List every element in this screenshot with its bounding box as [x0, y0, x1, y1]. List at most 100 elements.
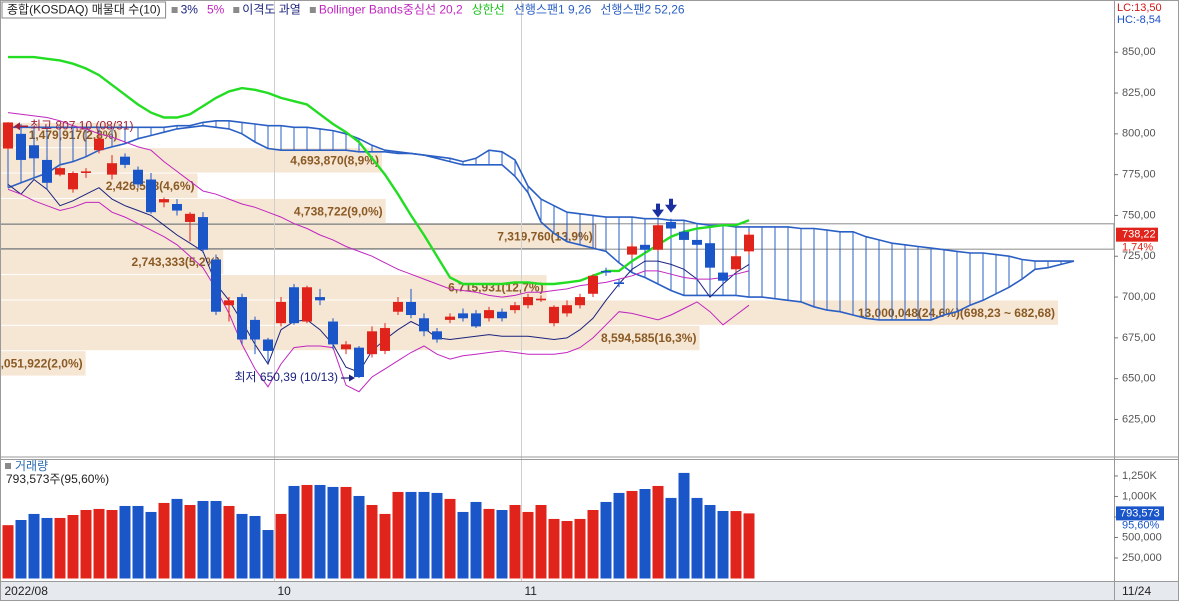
volume-bar	[67, 514, 79, 579]
candle-body	[640, 244, 650, 250]
legend-icon	[5, 463, 11, 469]
y-tick-label: 675,00	[1122, 332, 1156, 344]
chart-title: 종합(KOSDAQ) 매물대 수(10)	[7, 3, 161, 17]
volume-bar	[41, 517, 53, 579]
volume-bar	[561, 520, 573, 579]
candle-body	[315, 297, 325, 301]
y-tick-label: 850,00	[1122, 46, 1156, 58]
candle-body	[133, 169, 143, 185]
candle-body	[367, 331, 377, 355]
volume-bar	[418, 491, 430, 579]
volume-ratio-label: 95,60%	[1122, 519, 1160, 531]
candle-body	[81, 171, 91, 174]
date-axis-corner	[1114, 582, 1179, 601]
change-label: 1,74%	[1122, 242, 1153, 254]
y-tick-label: 625,00	[1122, 413, 1156, 425]
candle-body	[510, 305, 520, 311]
volume-bar	[158, 502, 170, 579]
volume-profile-label: 8,594,585(16,3%)	[601, 331, 696, 345]
candle-body	[276, 301, 286, 324]
annotation-text: 최저 650,39 (10/13)	[235, 370, 338, 384]
y-tick-label: 750,00	[1122, 209, 1156, 221]
annotation-text: 최고 807,10 (08/31)	[30, 118, 133, 132]
volume-bar	[639, 488, 651, 579]
candle-body	[731, 256, 741, 270]
price-marker	[1116, 227, 1158, 242]
volume-bar	[197, 500, 209, 579]
legend-layer: 종합(KOSDAQ) 매물대 수(10) LC:13,50 HC:-8,54 거…	[1, 1, 1162, 598]
candle-body	[406, 301, 416, 316]
volume-bar	[665, 497, 677, 579]
y-tick-label: 775,00	[1122, 169, 1156, 181]
volume-bar	[652, 485, 664, 579]
y-tick-label: 250,000	[1122, 552, 1162, 564]
span-line	[7, 124, 1075, 321]
candle-body	[250, 319, 260, 340]
candle-body	[523, 297, 533, 306]
y-tick-label: 800,00	[1122, 128, 1156, 140]
volume-bar	[444, 498, 456, 579]
volume-profile-bar	[0, 249, 224, 275]
candle-body	[16, 133, 26, 160]
volume-title: 거래량	[15, 459, 48, 473]
volume-bar	[119, 505, 131, 579]
candle-body	[224, 300, 234, 306]
candle-body	[445, 316, 455, 320]
volume-bar	[15, 520, 27, 579]
volume-bar	[327, 486, 339, 579]
candle-body	[588, 275, 598, 294]
candle-body	[120, 156, 130, 165]
volume-bar	[366, 504, 378, 579]
candle-body	[172, 204, 182, 211]
volume-profile-label: 4,693,870(8,9%)	[290, 154, 379, 168]
annotation-arrowhead	[14, 122, 20, 131]
legend-label: 5%	[207, 3, 225, 17]
volume-bar	[275, 513, 287, 579]
candle-body	[328, 321, 338, 345]
candle-body	[3, 122, 13, 149]
volume-bar	[535, 504, 547, 579]
date-axis-band	[0, 582, 1114, 601]
y-tick-label: 1,000K	[1122, 490, 1158, 502]
legend-label: 상한선	[472, 3, 505, 17]
volume-bar	[678, 472, 690, 579]
legend-label: 이격도 과열	[242, 3, 301, 17]
candle-body	[419, 318, 429, 332]
volume-profile-bar	[0, 351, 86, 376]
volume-bar	[145, 511, 157, 579]
volume-bar	[249, 515, 261, 579]
candle-body	[263, 339, 273, 351]
volume-bar	[223, 505, 235, 579]
indicator-line	[7, 178, 750, 373]
volume-bar	[470, 501, 482, 579]
title-box	[1, 1, 167, 19]
volume-bar	[28, 513, 40, 579]
candle-body	[536, 298, 546, 301]
span-line	[8, 120, 1074, 262]
volume-profile-label: 1,051,922(2,0%)	[0, 357, 83, 371]
lc-label: LC:13,50	[1117, 2, 1162, 14]
volume-bar	[236, 513, 248, 579]
candle-body	[497, 311, 507, 319]
x-tick-label: 2022/08	[5, 584, 49, 598]
volume-bar	[340, 486, 352, 579]
candle-body	[211, 259, 221, 312]
volume-bar	[522, 511, 534, 579]
volume-marker-label: 793,573	[1120, 507, 1160, 519]
volume-bar	[210, 500, 222, 579]
y-tick-label: 500,000	[1122, 531, 1162, 543]
candle-body	[289, 287, 299, 324]
volume-bar	[2, 525, 14, 579]
candle-body	[42, 159, 52, 183]
candle-body	[185, 213, 195, 222]
candle-body	[562, 305, 572, 314]
volume-bar	[171, 498, 183, 579]
volume-bar	[548, 518, 560, 579]
axis-layer: 2022/08 10 11 625,00 650,00 675,00 700,00 725,0…	[5, 46, 1164, 598]
annotation-layer: 최고 807,10 (08/31) 최저 650,39 (10/13)	[14, 118, 677, 384]
candle-body	[68, 173, 78, 190]
indicator-line	[7, 188, 750, 393]
